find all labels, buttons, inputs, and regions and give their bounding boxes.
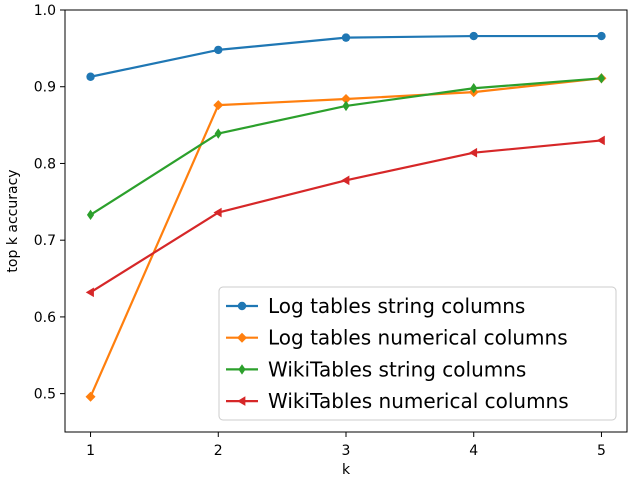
y-axis: 0.5 0.6 0.7 0.8 0.9 1.0 [34,3,65,403]
legend-box [218,286,617,421]
series-4 [85,135,605,298]
x-tick-label: 2 [214,443,223,459]
legend-label: Log tables numerical columns [268,326,568,350]
x-tick-label: 1 [86,443,95,459]
data-point [342,100,350,112]
data-point [341,94,351,105]
legend: Log tables string columns Log tables nume… [218,286,617,421]
legend-label: Log tables string columns [268,294,525,318]
data-point [341,175,350,186]
x-axis: 1 2 3 4 5 [86,432,606,459]
plot-area [85,31,607,402]
y-tick-label: 0.8 [34,156,56,172]
data-point [597,31,606,41]
data-point [85,391,96,402]
series-3 [86,73,606,221]
legend-swatch-marker [238,364,246,375]
y-tick-label: 1.0 [34,3,56,19]
legend-swatch-marker [237,332,247,343]
x-axis-label: k [342,462,351,478]
y-tick-label: 0.9 [34,80,56,96]
x-tick-label: 4 [469,443,478,459]
legend-item: Log tables numerical columns [226,326,568,350]
data-point [597,73,606,84]
data-point [86,72,95,81]
y-tick-label: 0.5 [34,387,56,403]
series-1 [86,31,606,81]
data-point [596,135,605,146]
data-point [213,207,222,218]
legend-item: WikiTables numerical columns [226,389,569,413]
data-point [469,31,478,41]
data-point [341,33,351,42]
data-point [468,147,478,158]
y-tick-label: 0.6 [34,310,56,326]
legend-item: WikiTables string columns [226,357,526,381]
x-tick-label: 3 [342,443,351,459]
data-point [214,45,223,55]
legend-swatch-marker [237,301,247,311]
data-point [213,100,224,111]
legend-label: WikiTables string columns [268,357,526,381]
y-axis-label: top k accuracy [5,169,21,272]
data-point [214,128,222,139]
x-tick-label: 5 [597,443,606,459]
y-tick-label: 0.7 [34,233,56,249]
data-point [86,209,95,221]
legend-label: WikiTables numerical columns [268,389,569,413]
legend-item: Log tables string columns [226,294,525,318]
data-point [470,83,478,94]
data-point [85,287,94,298]
legend-swatch-marker [237,396,246,406]
